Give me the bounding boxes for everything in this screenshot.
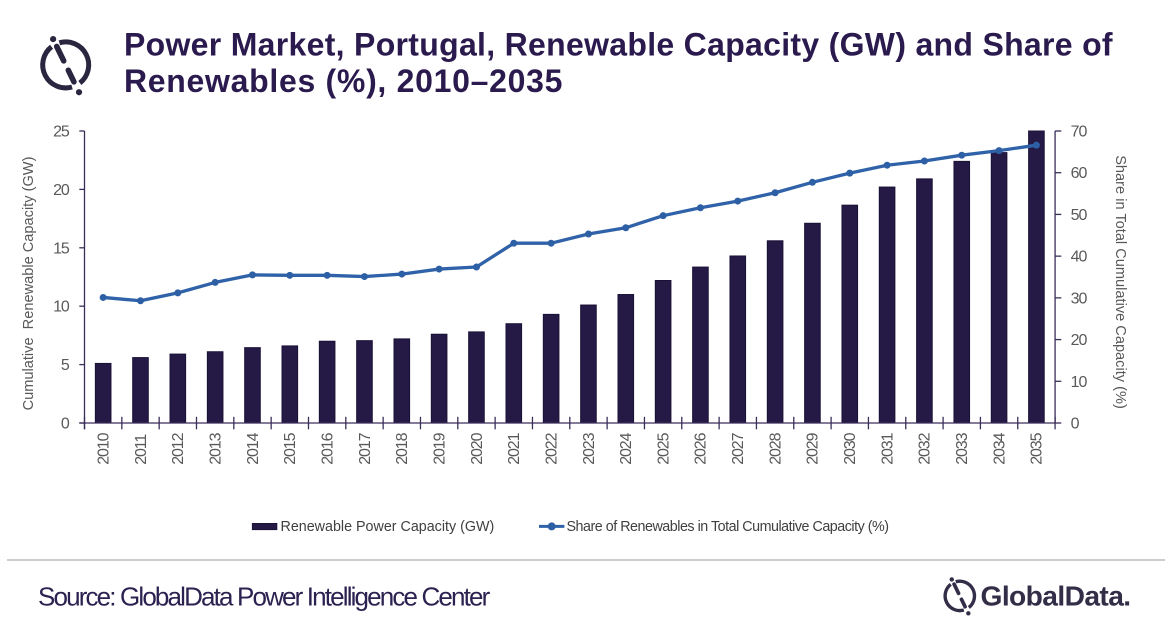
svg-text:50: 50	[1071, 207, 1088, 224]
svg-text:Cumulative Renewable Capacity: Cumulative Renewable Capacity (GW)	[21, 157, 37, 411]
svg-text:Renewables (%), 2010–2035: Renewables (%), 2010–2035	[124, 63, 563, 99]
svg-text:40: 40	[1071, 249, 1088, 266]
svg-text:0: 0	[1071, 416, 1080, 433]
svg-text:5: 5	[61, 357, 70, 374]
svg-text:2029: 2029	[805, 432, 822, 464]
svg-text:Share of Renewables in Total C: Share of Renewables in Total Cumulative …	[567, 519, 889, 535]
svg-text:10: 10	[53, 299, 70, 316]
svg-text:70: 70	[1071, 124, 1088, 141]
svg-text:Source: GlobalData Power Intel: Source: GlobalData Power Intelligence Ce…	[38, 582, 491, 612]
svg-text:2014: 2014	[245, 432, 262, 464]
svg-text:0: 0	[61, 416, 70, 433]
svg-text:2011: 2011	[133, 434, 150, 465]
svg-text:2033: 2033	[954, 432, 971, 464]
svg-text:20: 20	[53, 182, 70, 199]
svg-text:2031: 2031	[879, 432, 896, 464]
svg-text:Renewable Power Capacity (GW): Renewable Power Capacity (GW)	[281, 519, 495, 535]
svg-text:2018: 2018	[394, 432, 411, 464]
svg-text:2022: 2022	[543, 432, 560, 464]
svg-text:2016: 2016	[319, 432, 336, 464]
svg-text:2023: 2023	[581, 432, 598, 464]
svg-text:2025: 2025	[655, 432, 672, 464]
svg-text:Power Market, Portugal, Renewa: Power Market, Portugal, Renewable Capaci…	[124, 27, 1113, 63]
svg-text:2012: 2012	[170, 432, 187, 464]
svg-text:2021: 2021	[506, 432, 523, 464]
svg-text:2032: 2032	[917, 432, 934, 464]
svg-text:2026: 2026	[693, 432, 710, 464]
svg-text:2034: 2034	[991, 432, 1008, 464]
svg-text:30: 30	[1071, 290, 1088, 307]
svg-text:25: 25	[53, 124, 70, 141]
svg-text:20: 20	[1071, 332, 1088, 349]
svg-text:2027: 2027	[730, 432, 747, 464]
svg-text:2020: 2020	[469, 432, 486, 464]
svg-text:2013: 2013	[207, 432, 224, 464]
svg-text:2019: 2019	[431, 432, 448, 464]
svg-text:2024: 2024	[618, 432, 635, 464]
svg-text:2035: 2035	[1029, 432, 1046, 464]
svg-text:2017: 2017	[357, 432, 374, 464]
svg-text:10: 10	[1071, 374, 1088, 391]
svg-text:60: 60	[1071, 165, 1088, 182]
svg-text:15: 15	[53, 240, 70, 257]
svg-text:2015: 2015	[282, 432, 299, 464]
svg-text:2030: 2030	[842, 432, 859, 464]
svg-text:GlobalData.: GlobalData.	[981, 580, 1131, 612]
svg-text:Share in Total Cumulative Capa: Share in Total Cumulative Capacity (%)	[1112, 155, 1128, 409]
svg-text:2028: 2028	[767, 432, 784, 464]
svg-text:2010: 2010	[95, 432, 112, 464]
